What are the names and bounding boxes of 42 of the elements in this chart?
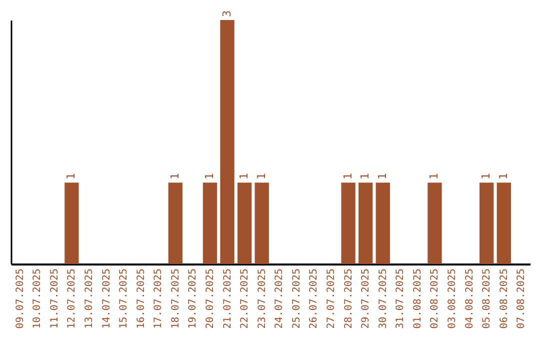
x-tick-label: 22.07.2025	[240, 268, 251, 329]
x-tick-label: 21.07.2025	[222, 268, 234, 329]
data-label: 1	[496, 173, 510, 180]
x-tick-label: 18.07.2025	[170, 268, 182, 329]
x-tick-label: 13.07.2025	[84, 268, 95, 329]
data-label: 1	[480, 173, 493, 180]
x-tick-label: 09.07.2025	[14, 268, 26, 329]
x-tick-label: 31.07.2025	[395, 268, 406, 329]
x-tick-label: 12.07.2025	[66, 268, 78, 329]
x-tick-label: 17.07.2025	[153, 268, 164, 329]
x-tick-label: 20.07.2025	[204, 268, 216, 329]
x-tick-label: 29.07.2025	[360, 268, 372, 329]
data-label: 1	[202, 173, 216, 180]
x-tick-label: 04.08.2025	[464, 268, 476, 329]
x-tick-label: 01.08.2025	[412, 268, 424, 329]
x-tick-label: 24.07.2025	[274, 268, 286, 329]
data-label: 1	[168, 173, 182, 180]
x-tick-label: 06.08.2025	[498, 268, 510, 329]
data-label: 1	[341, 173, 354, 180]
x-tick-label: 19.07.2025	[188, 268, 199, 329]
data-label: 3	[220, 10, 234, 17]
x-tick-label: 30.07.2025	[378, 268, 389, 329]
x-tick-label: 26.07.2025	[308, 268, 320, 329]
data-label: 1	[64, 173, 78, 180]
data-label: 1	[238, 173, 251, 180]
x-tick-label: 11.07.2025	[49, 268, 60, 329]
x-tick-label: 16.07.2025	[136, 268, 147, 329]
data-label: 1	[254, 173, 268, 180]
x-tick-label: 07.08.2025	[516, 268, 528, 329]
x-tick-label: 15.07.2025	[118, 268, 130, 329]
x-tick-label: 03.08.2025	[447, 268, 458, 329]
x-tick-label: 02.08.2025	[430, 268, 441, 329]
data-label: 1	[358, 173, 372, 180]
x-tick-label: 14.07.2025	[101, 268, 112, 329]
data-label: 1	[376, 173, 389, 180]
x-tick-label: 05.08.2025	[482, 268, 493, 329]
x-tick-label: 27.07.2025	[326, 268, 338, 329]
x-tick-label: 28.07.2025	[343, 268, 354, 329]
x-tick-label: 25.07.2025	[291, 268, 302, 329]
data-label: 1	[428, 173, 441, 180]
x-tick-label: 10.07.2025	[32, 268, 44, 329]
x-tick-label: 23.07.2025	[256, 268, 268, 329]
